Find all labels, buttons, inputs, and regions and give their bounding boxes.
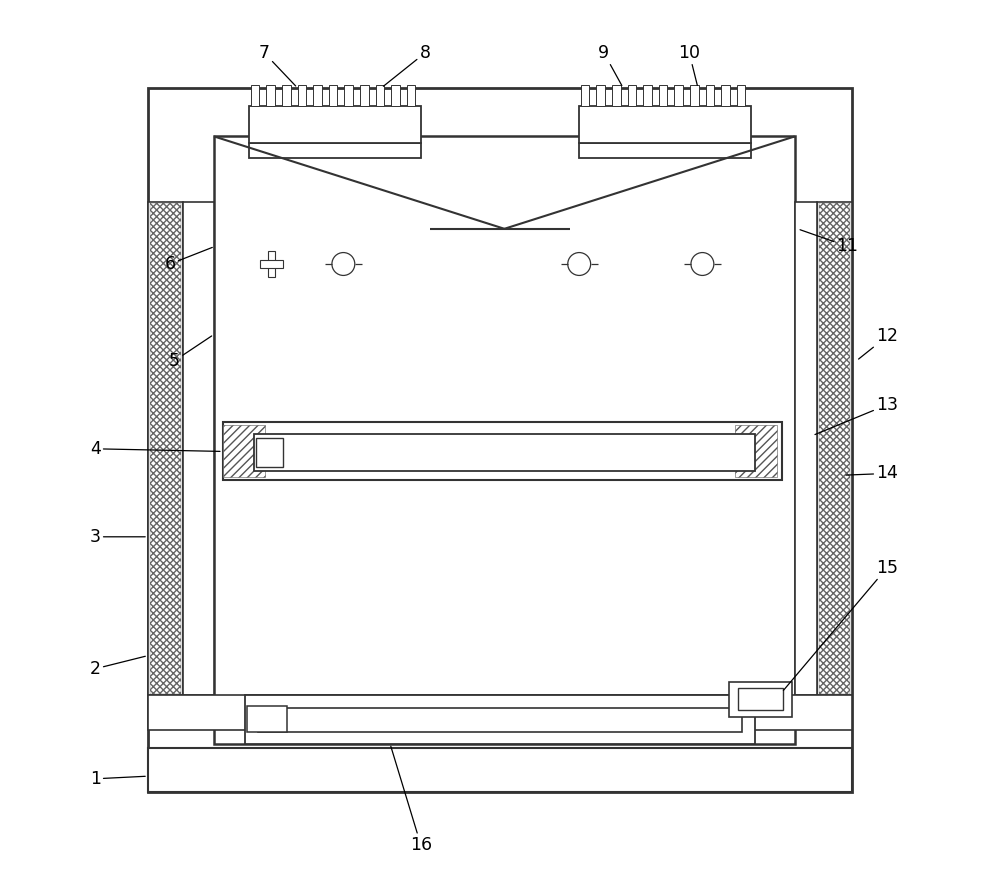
Bar xyxy=(721,85,730,106)
Bar xyxy=(579,106,751,143)
Text: 15: 15 xyxy=(783,559,898,691)
Bar xyxy=(579,143,751,158)
Bar xyxy=(260,260,283,268)
Bar xyxy=(628,85,636,106)
Bar xyxy=(150,203,181,694)
Text: 16: 16 xyxy=(391,746,432,854)
Bar xyxy=(258,708,742,732)
Bar xyxy=(256,438,283,467)
Text: 10: 10 xyxy=(678,44,700,85)
Bar xyxy=(596,85,605,106)
Bar xyxy=(690,85,699,106)
Text: 9: 9 xyxy=(598,44,622,85)
Bar xyxy=(376,85,384,106)
Text: 11: 11 xyxy=(800,230,859,255)
Bar xyxy=(659,85,667,106)
Text: 3: 3 xyxy=(90,528,145,546)
Bar xyxy=(795,202,817,695)
Bar xyxy=(148,695,852,730)
Text: 1: 1 xyxy=(90,770,145,788)
Bar xyxy=(268,252,275,276)
Bar xyxy=(643,85,652,106)
Text: 8: 8 xyxy=(383,44,431,86)
Text: 14: 14 xyxy=(846,465,898,482)
Bar xyxy=(183,202,214,695)
Bar xyxy=(298,85,306,106)
Bar xyxy=(266,85,275,106)
Bar xyxy=(344,85,353,106)
Bar xyxy=(148,748,852,792)
Bar xyxy=(674,85,683,106)
Bar xyxy=(254,434,755,471)
Text: 4: 4 xyxy=(90,440,220,458)
Bar xyxy=(819,203,850,694)
Text: 5: 5 xyxy=(169,336,212,370)
Text: 13: 13 xyxy=(815,396,898,435)
Bar xyxy=(735,425,777,477)
Bar xyxy=(612,85,621,106)
Bar xyxy=(407,85,415,106)
Bar xyxy=(148,763,170,789)
Bar xyxy=(313,85,322,106)
Bar xyxy=(247,706,287,732)
Bar xyxy=(738,688,783,710)
Bar xyxy=(223,425,265,477)
Bar xyxy=(729,682,792,717)
Bar xyxy=(329,85,337,106)
Bar xyxy=(391,85,400,106)
Bar xyxy=(249,143,421,158)
Text: 2: 2 xyxy=(90,656,145,678)
Bar xyxy=(214,136,795,744)
Bar xyxy=(223,422,782,480)
Text: 6: 6 xyxy=(164,247,212,273)
Bar xyxy=(251,85,259,106)
Bar xyxy=(249,106,421,143)
Text: 12: 12 xyxy=(859,327,898,359)
Bar xyxy=(245,695,755,744)
Bar xyxy=(581,85,589,106)
Bar xyxy=(148,202,183,695)
Bar xyxy=(282,85,291,106)
Bar xyxy=(817,202,852,695)
Bar xyxy=(360,85,369,106)
Text: 7: 7 xyxy=(259,44,296,86)
Bar xyxy=(148,88,852,792)
Bar xyxy=(737,85,745,106)
Bar xyxy=(706,85,714,106)
